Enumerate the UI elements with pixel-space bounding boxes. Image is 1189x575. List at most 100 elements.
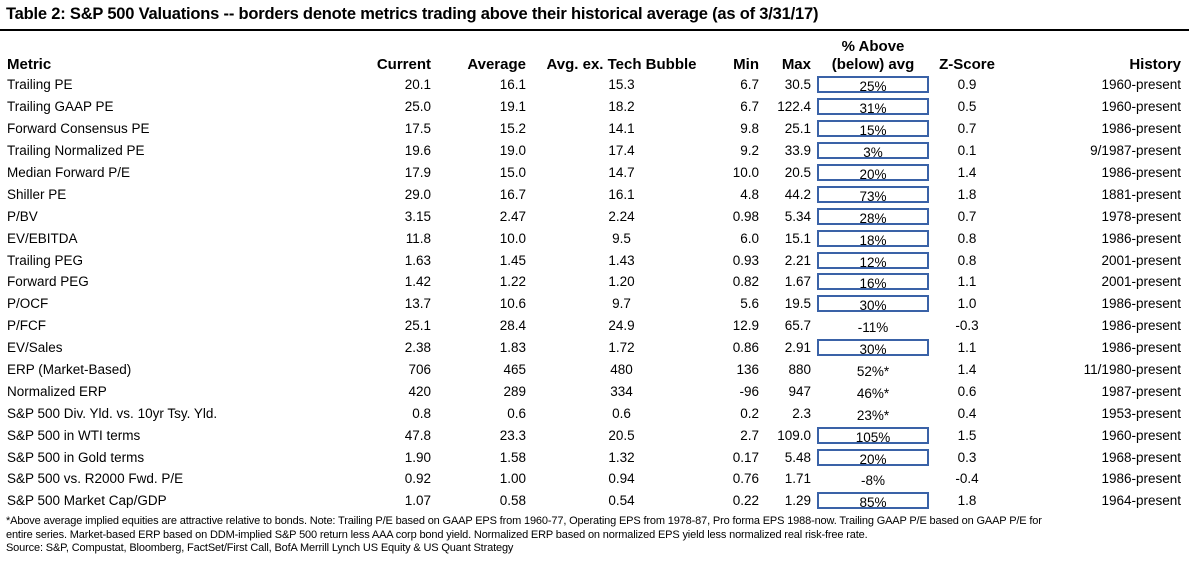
max-value: 122.4 [777,99,811,115]
pct-above-cell: 3% [814,140,932,162]
pct-above-value: -11% [857,320,889,336]
valuations-table: Metric Current Average Avg. ex. Tech Bub… [4,32,1184,512]
table-row: Forward Consensus PE 17.5 15.2 14.1 9.8 25.1 1… [4,118,1184,140]
pct-above-cell: 23%* [814,402,932,424]
zscore-value: 0.8 [957,230,977,246]
above-average-border: 3% [817,142,929,160]
pct-above-cell: 105% [814,424,932,446]
zscore-value: 1.0 [957,296,977,312]
pct-above-cell: 28% [814,205,932,227]
min-value: 6.0 [740,230,759,246]
table-row: S&P 500 vs. R2000 Fwd. P/E 0.92 1.00 0.94 0.… [4,468,1184,490]
min-value: 0.98 [732,208,759,224]
max-value: 20.5 [784,165,811,180]
avg-ex-tech-value: 16.1 [608,186,635,202]
pct-above-cell: 73% [814,183,932,205]
zscore-value: 0.7 [957,121,977,137]
zscore-value: 0.1 [957,143,977,159]
history-value: 2001-present [1101,274,1181,290]
header-row: Metric Current Average Avg. ex. Tech Bub… [4,32,1184,74]
metric-cell: S&P 500 in Gold terms [7,449,145,465]
avg-ex-tech-value: 1.72 [608,340,635,356]
average-value: 16.7 [499,186,526,202]
zscore-value: 0.7 [957,208,977,224]
header-min: Min [733,56,759,73]
header-metric: Metric [7,56,52,73]
pct-above-cell: 85% [814,490,932,512]
metric-cell: ERP (Market-Based) [7,362,132,378]
avg-ex-tech-value: 14.7 [608,165,635,180]
avg-ex-tech-value: 17.4 [608,143,635,159]
average-value: 19.1 [499,99,526,115]
avg-ex-tech-value: 20.5 [608,427,635,443]
above-average-border: 15% [817,120,929,138]
above-average-border: 105% [817,426,929,445]
above-average-border: 18% [817,229,929,248]
pct-above-cell: 31% [814,96,932,118]
table-row: Shiller PE 29.0 16.7 16.1 4.8 44.2 73% 1.8 1881-… [4,183,1184,205]
min-value: -96 [739,383,759,399]
current-value: 0.8 [412,405,431,421]
source-note: Source: S&P, Compustat, Bloomberg, FactS… [6,542,514,554]
current-value: 17.5 [404,121,431,137]
zscore-value: 1.8 [957,493,977,509]
max-value: 109.0 [777,427,811,443]
metric-cell: P/FCF [7,318,46,334]
max-value: 19.5 [784,296,811,312]
zscore-value: 0.5 [957,99,977,115]
min-value: 12.9 [732,318,759,334]
history-value: 1986-present [1101,165,1181,180]
history-value: 1964-present [1101,493,1181,509]
current-value: 25.0 [404,99,431,115]
average-value: 1.45 [499,252,526,268]
title-divider [0,29,1189,31]
above-average-border: 12% [817,251,929,270]
zscore-value: 0.9 [957,77,977,93]
avg-ex-tech-value: 15.3 [608,77,635,93]
metric-cell: S&P 500 in WTI terms [7,427,141,443]
above-average-border: 16% [817,273,929,291]
average-value: 28.4 [499,318,526,334]
avg-ex-tech-value: 14.1 [608,121,635,137]
average-value: 2.47 [499,208,526,224]
pct-above-cell: 46%* [814,380,932,402]
zscore-value: -0.4 [955,471,979,487]
header-pct-line1: % Above [841,38,905,55]
pct-above-value: 52%* [856,364,890,380]
min-value: 9.2 [740,143,759,159]
max-value: 2.21 [784,252,811,268]
min-value: 0.86 [732,340,759,356]
avg-ex-tech-value: 0.54 [608,493,635,509]
above-average-border: 30% [817,339,929,357]
current-value: 1.42 [404,274,431,290]
average-value: 19.0 [499,143,526,159]
average-value: 0.58 [499,493,526,509]
zscore-value: 1.1 [957,274,977,290]
history-value: 1953-present [1101,405,1181,421]
table-row: ERP (Market-Based) 706 465 480 136 880 52%* 1.4… [4,359,1184,381]
history-value: 2001-present [1101,252,1181,268]
zscore-value: 1.4 [957,165,977,180]
max-value: 33.9 [784,143,811,159]
pct-above-cell: 20% [814,162,932,184]
table-row: Forward PEG 1.42 1.22 1.20 0.82 1.67 16% 1.1 200… [4,271,1184,293]
min-value: 0.76 [732,471,759,487]
current-value: 29.0 [404,186,431,202]
average-value: 289 [503,383,526,399]
average-value: 1.00 [499,471,526,487]
history-value: 1986-present [1101,121,1181,137]
history-value: 1960-present [1101,99,1181,115]
metric-cell: Forward Consensus PE [7,121,150,137]
history-value: 1987-present [1101,383,1181,399]
current-value: 1.63 [404,252,431,268]
avg-ex-tech-value: 480 [610,362,633,378]
table-row: Trailing PEG 1.63 1.45 1.43 0.93 2.21 12% 0.8 20… [4,249,1184,271]
current-value: 20.1 [404,77,431,93]
pct-above-cell: 52%* [814,359,932,381]
table-row: EV/Sales 2.38 1.83 1.72 0.86 2.91 30% 1.1 1986-p… [4,337,1184,359]
metric-cell: EV/EBITDA [7,230,78,246]
history-value: 1881-present [1101,186,1181,202]
current-value: 17.9 [404,165,431,180]
average-value: 15.2 [499,121,526,137]
current-value: 13.7 [404,296,431,312]
